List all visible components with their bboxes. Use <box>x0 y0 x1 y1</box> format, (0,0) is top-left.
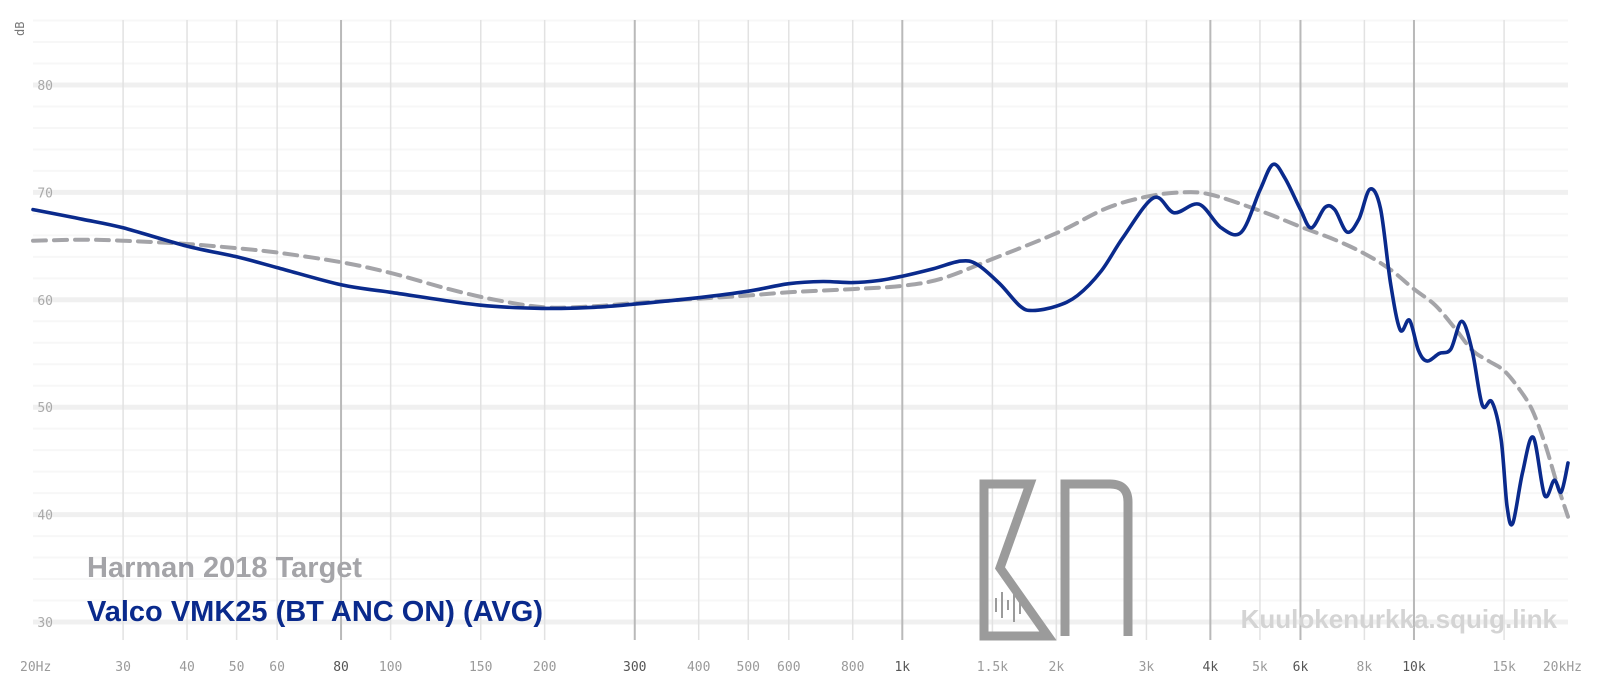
x-tick-label: 3k <box>1139 660 1155 675</box>
series-line-target <box>31 190 1570 519</box>
legend-device-label: Valco VMK25 (BT ANC ON) (AVG) <box>87 596 543 628</box>
x-tick-label: 40 <box>179 660 195 675</box>
y-tick-label: 60 <box>37 294 53 309</box>
x-tick-label: 150 <box>469 660 492 675</box>
x-tick-label: 15k <box>1492 660 1516 675</box>
vertical-grid <box>122 20 1505 640</box>
x-tick-label: 8k <box>1357 660 1373 675</box>
series-line-device <box>31 162 1570 527</box>
x-tick-label: 20Hz <box>20 660 51 675</box>
x-tick-label: 6k <box>1293 660 1309 675</box>
x-tick-label: 2k <box>1049 660 1065 675</box>
x-tick-label: 60 <box>269 660 285 675</box>
y-tick-label: 30 <box>37 616 53 631</box>
x-tick-label: 5k <box>1252 660 1268 675</box>
x-tick-label: 300 <box>623 660 646 675</box>
legend-target-label: Harman 2018 Target <box>87 552 362 584</box>
x-tick-label: 4k <box>1203 660 1219 675</box>
series-layer <box>31 162 1570 527</box>
x-tick-label: 1k <box>894 660 910 675</box>
x-tick-label: 80 <box>333 660 349 675</box>
horizontal-grid <box>33 19 1568 625</box>
x-tick-label: 30 <box>115 660 131 675</box>
y-tick-label: 70 <box>37 186 53 201</box>
y-tick-label: 80 <box>37 79 53 94</box>
y-axis-ticks: 30 40 50 60 70 80 <box>37 79 53 631</box>
x-tick-label: 600 <box>777 660 800 675</box>
x-tick-label: 200 <box>533 660 556 675</box>
y-tick-label: 40 <box>37 509 53 524</box>
site-watermark: Kuulokenurkka.squig.link <box>1241 604 1558 634</box>
x-tick-label: 800 <box>841 660 864 675</box>
x-tick-label: 20kHz <box>1543 660 1582 675</box>
y-axis-unit-label: dB <box>13 22 27 36</box>
x-tick-label: 50 <box>229 660 245 675</box>
x-tick-label: 400 <box>687 660 710 675</box>
x-tick-label: 1.5k <box>977 660 1008 675</box>
x-axis-ticks: 20Hz 30 40 50 60 80 100 150 200 300 400 500 600 800 1k… <box>20 660 1582 675</box>
x-tick-label: 500 <box>737 660 760 675</box>
y-tick-label: 50 <box>37 401 53 416</box>
x-tick-label: 10k <box>1402 660 1426 675</box>
x-tick-label: 100 <box>379 660 402 675</box>
kn-logo <box>979 479 1133 641</box>
